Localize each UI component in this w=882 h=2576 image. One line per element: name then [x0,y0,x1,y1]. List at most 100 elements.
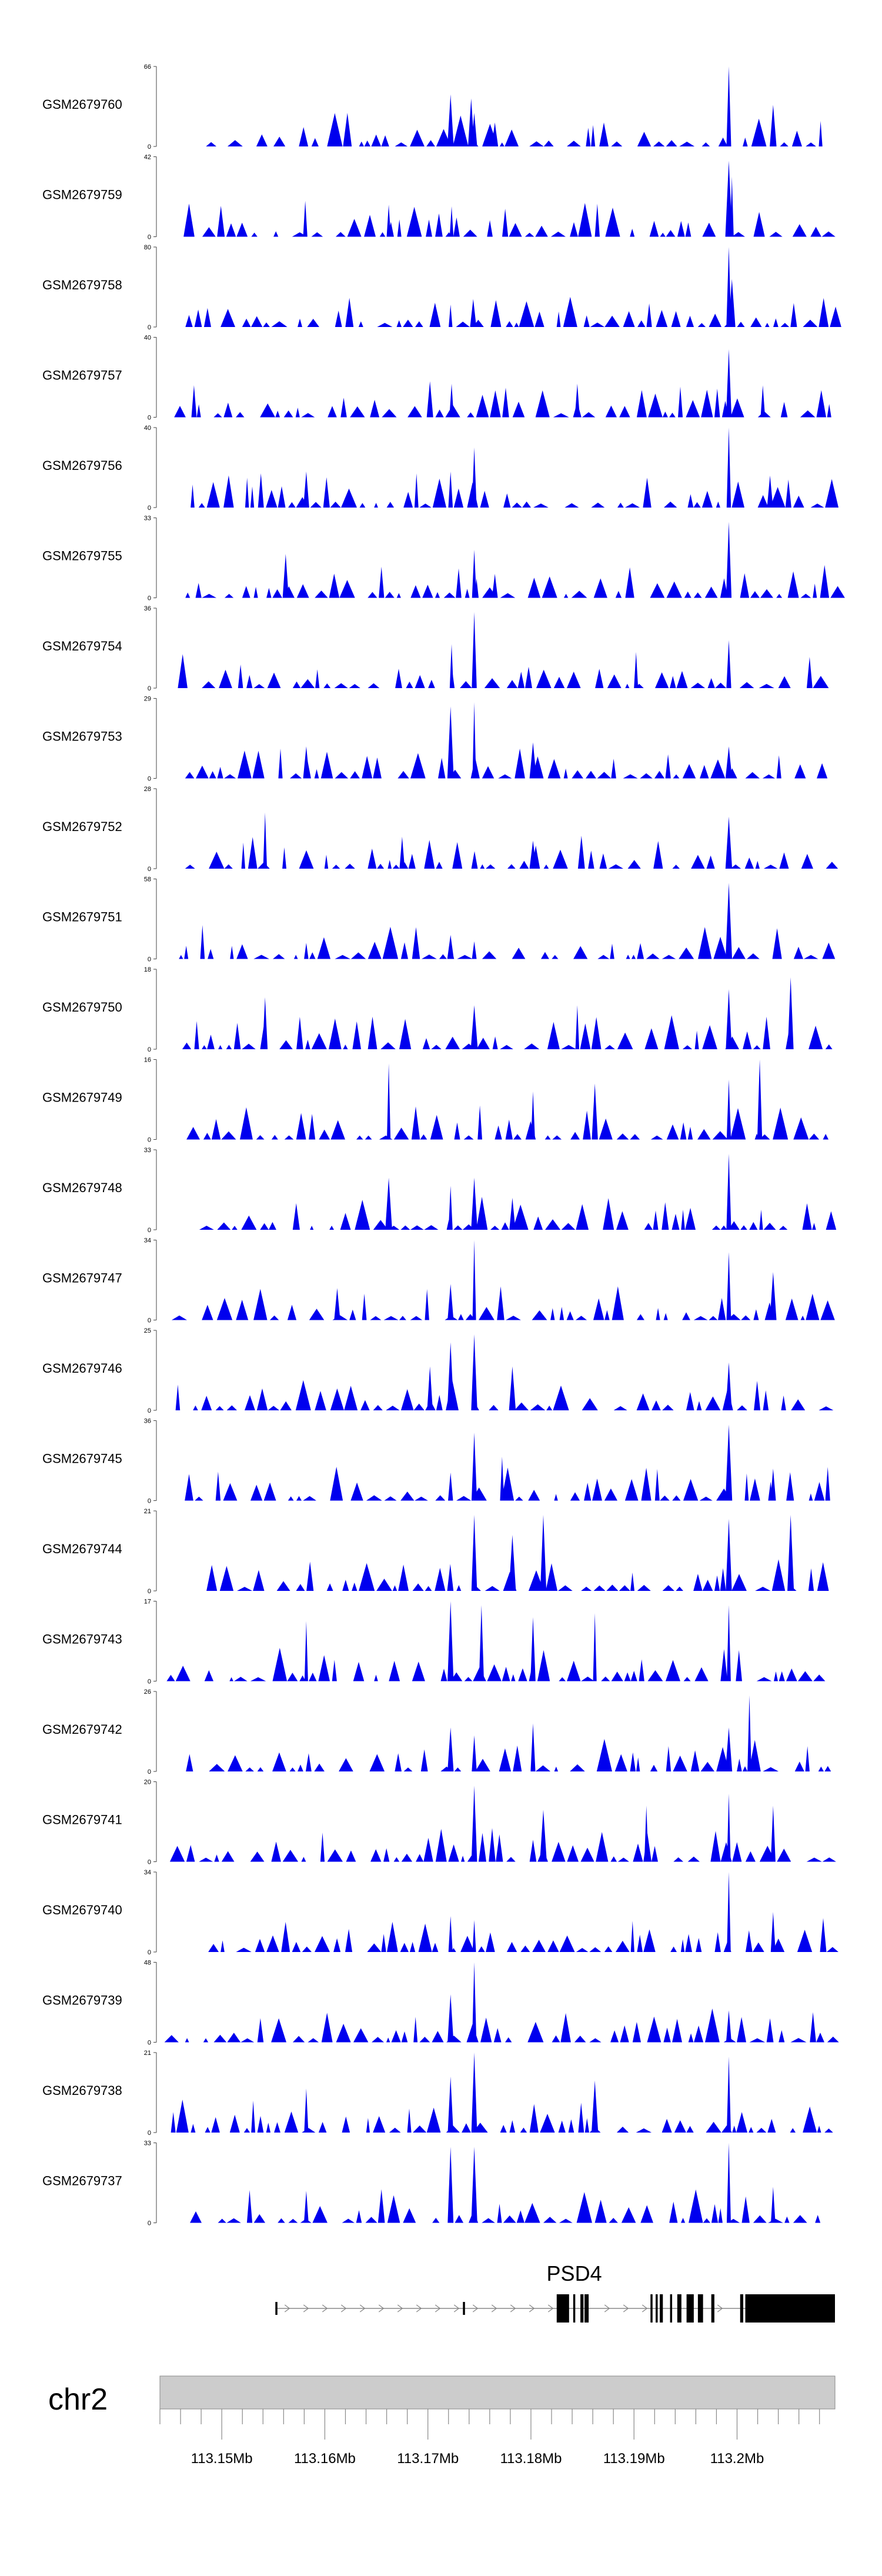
coverage-peak [262,997,268,1049]
exon [580,2294,584,2323]
y-max-label: 36 [144,1418,151,1425]
track-GSM2679745: GSM2679745 36 0 [42,1418,835,1505]
x-tick-label: 113.15Mb [191,2451,253,2467]
coverage-peak [447,1342,454,1410]
coverage-peak [386,205,391,237]
coverage-peak [726,1362,732,1410]
track-GSM2679743: GSM2679743 17 0 [42,1599,835,1686]
coverage-peak [447,706,454,779]
chromosome-label: chr2 [48,2383,108,2417]
coverage-peak [726,640,731,688]
coverage-peak [447,1284,454,1320]
y-zero-label: 0 [148,956,151,963]
coverage-peak [282,553,289,598]
coverage-peak [502,208,509,237]
coverage-peak [385,1177,392,1230]
coverage-peak [574,383,580,418]
chromosome-ideogram [159,2375,836,2410]
exon [650,2294,653,2323]
y-zero-label: 0 [148,1317,151,1324]
track-GSM2679740: GSM2679740 34 0 [42,1869,838,1956]
coverage-peak [727,1605,731,1681]
y-zero-label: 0 [148,2220,151,2227]
y-max-label: 18 [144,966,151,973]
coverage-peak [471,1786,477,1862]
coverage-peak [540,1810,547,1862]
track-label: GSM2679739 [42,1993,122,2008]
coverage-peak [530,1723,536,1771]
coverage-peak [447,94,454,146]
track-GSM2679741: GSM2679741 20 0 [42,1779,836,1866]
exon [677,2294,681,2323]
coverage-peak [634,652,639,688]
y-zero-label: 0 [148,1769,151,1776]
y-zero-label: 0 [148,866,151,873]
coverage-peak [787,977,794,1049]
coverage-peak [747,1695,751,1771]
coverage-peak [725,746,733,779]
exon [686,2294,694,2323]
coverage-area [160,1015,835,1049]
axis-ticks: 113.15Mb 113.16Mb 113.17Mb 113.18Mb 113.19Mb… [159,2409,820,2467]
track-GSM2679760: GSM2679760 66 0 [42,64,835,151]
genome-axis: chr2 113.15Mb 113.16Mb 113.17Mb 113.18Mb 113… [48,2375,836,2467]
track-GSM2679757: GSM2679757 40 0 [42,335,835,422]
track-label: GSM2679751 [42,910,122,925]
coverage-peak [790,303,797,327]
coverage-peak [592,1083,598,1140]
coverage-peak [471,1432,477,1501]
coverage-peak [766,2018,774,2043]
track-label: GSM2679746 [42,1361,122,1376]
coverage-peak [479,1605,485,1681]
track-label: GSM2679748 [42,1180,122,1195]
coverage-peak [303,201,308,237]
y-zero-label: 0 [148,776,151,783]
coverage-peak [472,612,477,688]
gene-exons [275,2294,835,2323]
coverage-area [160,1197,837,1230]
y-max-label: 33 [144,1147,151,1154]
coverage-peak [472,702,476,779]
coverage-peak [726,522,732,598]
y-zero-label: 0 [148,1498,151,1505]
exon [556,2294,569,2323]
intron-chevron [642,2304,648,2313]
coverage-area [160,1828,836,1862]
track-GSM2679752: GSM2679752 28 0 [42,786,838,873]
coverage-peak [303,471,309,508]
coverage-area [160,2008,839,2043]
exon [656,2294,658,2323]
y-zero-label: 0 [148,1137,151,1144]
y-zero-label: 0 [148,505,151,512]
coverage-peak [471,1334,477,1410]
track-label: GSM2679741 [42,1813,122,1827]
intron-chevron [322,2304,328,2313]
track-label: GSM2679747 [42,1271,122,1286]
track-label: GSM2679744 [42,1541,122,1556]
track-label: GSM2679753 [42,729,122,744]
track-label: GSM2679745 [42,1451,122,1466]
coverage-peak [509,1197,516,1230]
coverage-area [160,836,838,869]
x-tick-label: 113.17Mb [397,2451,459,2467]
coverage-peak [644,1806,649,1862]
y-zero-label: 0 [148,1859,151,1866]
y-max-label: 29 [144,696,151,703]
coverage-peak [726,1153,731,1230]
exon [463,2302,465,2315]
intron-chevron [491,2304,497,2313]
track-GSM2679758: GSM2679758 80 0 [42,244,841,331]
coverage-peak [531,1091,535,1140]
coverage-peak [471,112,477,146]
x-tick-label: 113.2Mb [710,2451,764,2467]
intron-chevron [529,2304,535,2313]
coverage-area [160,1559,835,1591]
track-label: GSM2679752 [42,819,122,834]
coverage-area [160,473,838,508]
track-GSM2679755: GSM2679755 33 0 [42,515,845,602]
coverage-peak [472,941,477,959]
coverage-peak [448,1916,453,1952]
coverage-area [160,1647,835,1681]
coverage-area [160,565,845,598]
coverage-peak [492,122,499,146]
